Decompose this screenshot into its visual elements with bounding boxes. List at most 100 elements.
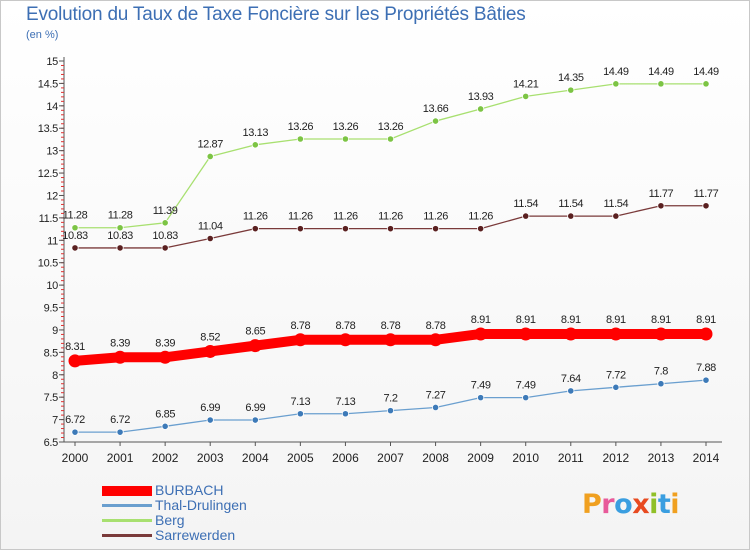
data-label: 12.87: [197, 138, 223, 150]
x-tick-label: 2006: [332, 451, 359, 465]
data-point: [341, 225, 350, 233]
data-label: 8.31: [65, 341, 85, 353]
data-point: [657, 380, 665, 388]
data-label: 6.72: [110, 414, 130, 426]
legend-label: BURBACH: [155, 482, 224, 498]
data-point: [206, 416, 214, 424]
data-label: 11.77: [649, 188, 674, 200]
data-point: [612, 383, 620, 391]
data-label: 14.35: [558, 72, 584, 84]
data-label: 10.83: [107, 230, 133, 242]
data-label: 8.91: [696, 314, 716, 326]
y-tick-label: 8: [52, 370, 58, 382]
series-line-thal-drulingen: [75, 379, 707, 433]
chart-unit-label: (en %): [26, 29, 59, 41]
data-label: 7.2: [383, 393, 397, 405]
data-point: [71, 244, 79, 252]
legend-label: Sarrewerden: [155, 527, 236, 543]
data-label: 7.64: [561, 373, 581, 385]
data-label: 8.78: [381, 320, 401, 332]
x-tick-label: 2014: [693, 451, 720, 465]
data-label: 11.04: [198, 221, 223, 233]
y-tick-label: 10.5: [38, 258, 58, 270]
data-point: [206, 152, 214, 161]
data-label: 13.26: [288, 121, 314, 133]
data-point: [251, 141, 259, 149]
data-label: 8.91: [606, 314, 626, 326]
data-label: 11.54: [513, 198, 538, 210]
y-tick-label: 11.5: [39, 213, 59, 225]
x-tick-label: 2011: [558, 451, 584, 465]
x-tick-label: 2004: [242, 451, 269, 465]
data-label: 8.39: [155, 337, 175, 349]
data-point: [612, 80, 620, 88]
y-tick-label: 10: [46, 280, 58, 292]
data-point: [386, 407, 395, 415]
y-tick-label: 9: [52, 325, 58, 337]
data-point: [384, 333, 397, 347]
data-point: [338, 333, 352, 347]
y-tick-label: 8.5: [44, 347, 59, 359]
line-chart: 6.5 7 7.5 8 8.5 9 9.5 10 10.5 11 11.5 12 12.5 13 13.5 1…: [38, 56, 722, 465]
data-point: [431, 403, 440, 412]
data-label: 8.91: [651, 314, 671, 326]
x-tick-label: 2000: [62, 451, 89, 465]
y-tick-label: 12: [46, 190, 58, 202]
data-label: 7.8: [654, 366, 668, 378]
data-label: 14.21: [513, 78, 539, 90]
data-label: 8.78: [426, 320, 446, 332]
logo-letter: x: [632, 489, 650, 520]
logo-letter: i: [649, 489, 658, 520]
proxiti-logo: Proxiti: [582, 489, 680, 520]
data-label: 7.49: [471, 380, 491, 392]
legend-label: Berg: [155, 512, 185, 528]
data-label: 8.78: [336, 320, 356, 332]
data-label: 13.66: [423, 103, 449, 115]
data-label: 11.26: [423, 211, 448, 223]
data-label: 11.54: [558, 198, 583, 210]
data-point: [386, 135, 395, 143]
data-label: 14.49: [693, 66, 719, 78]
legend-swatch: [102, 534, 152, 537]
logo-letter: r: [601, 489, 615, 520]
legend-label: Thal-Drulingen: [155, 497, 247, 513]
data-point: [116, 244, 124, 252]
data-point: [477, 105, 485, 113]
data-point: [206, 234, 214, 243]
data-point: [564, 327, 578, 341]
data-point: [702, 376, 710, 384]
data-label: 8.91: [516, 314, 536, 326]
data-label: 6.85: [155, 408, 175, 420]
y-tick-label: 14.5: [38, 78, 58, 90]
data-point: [522, 394, 530, 402]
logo-letter: t: [657, 489, 671, 520]
x-tick-label: 2013: [648, 451, 675, 465]
data-point: [203, 344, 217, 358]
data-point: [429, 333, 443, 347]
data-label: 8.78: [290, 320, 310, 332]
data-point: [296, 410, 304, 418]
data-label: 6.99: [245, 402, 265, 414]
data-label: 7.72: [606, 369, 626, 381]
data-point: [567, 387, 575, 395]
data-point: [702, 202, 710, 210]
legend-swatch: [102, 485, 152, 496]
y-tick-label: 14: [46, 101, 58, 113]
data-point: [609, 327, 623, 341]
x-tick-label: 2010: [512, 451, 539, 465]
data-point: [251, 416, 259, 424]
x-tick-label: 2007: [377, 451, 404, 465]
data-label: 11.54: [603, 198, 628, 210]
y-tick-label: 11: [47, 235, 58, 247]
data-point: [474, 327, 488, 341]
data-label: 13.26: [378, 121, 404, 133]
data-label: 11.77: [694, 188, 719, 200]
data-point: [654, 327, 668, 341]
data-point: [567, 86, 575, 94]
data-point: [657, 202, 665, 210]
data-label: 7.88: [696, 362, 716, 374]
data-label: 13.13: [243, 127, 269, 139]
logo-letter: o: [614, 489, 633, 520]
data-point: [341, 135, 350, 143]
data-label: 8.91: [561, 314, 581, 326]
